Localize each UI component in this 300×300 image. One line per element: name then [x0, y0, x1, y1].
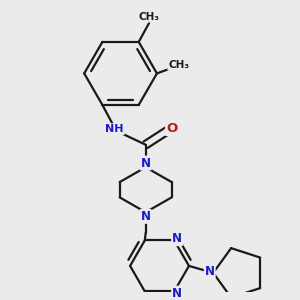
Text: N: N [141, 157, 151, 169]
Text: N: N [141, 210, 151, 223]
Text: N: N [205, 265, 215, 278]
Text: N: N [172, 286, 182, 300]
Text: O: O [166, 122, 177, 135]
Text: CH₃: CH₃ [168, 60, 189, 70]
Text: CH₃: CH₃ [139, 12, 160, 22]
Text: NH: NH [105, 124, 124, 134]
Text: N: N [172, 232, 182, 245]
